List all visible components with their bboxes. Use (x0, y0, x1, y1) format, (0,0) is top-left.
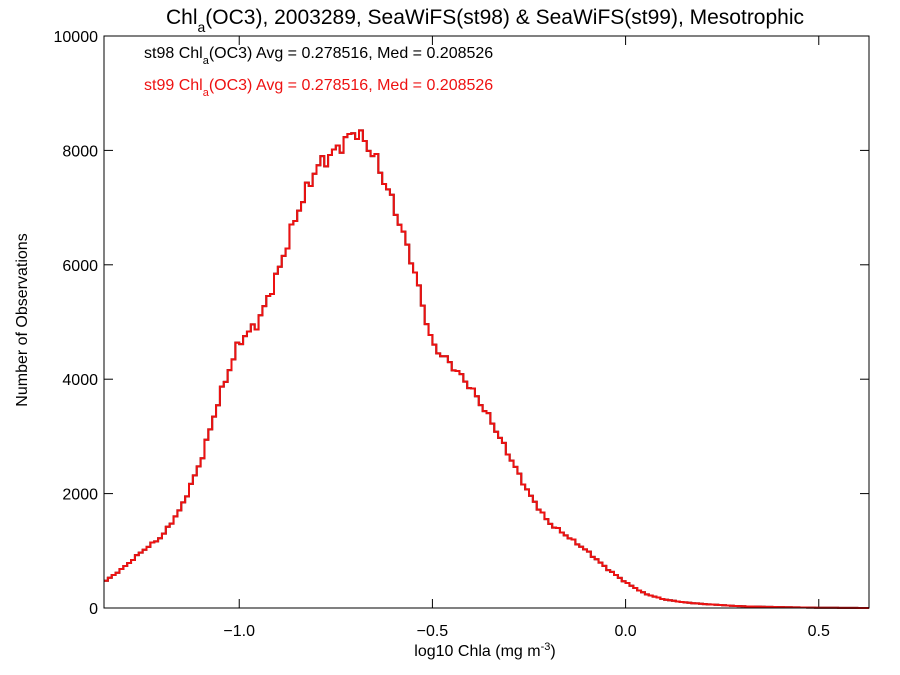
legend-entry-st98: st98 Chla(OC3) Avg = 0.278516, Med = 0.2… (144, 45, 493, 67)
series-st99-histogram (104, 129, 869, 609)
x-axis-label: log10 Chla (mg m-3) (414, 641, 555, 660)
y-tick-label: 4000 (62, 372, 98, 389)
y-tick-label: 8000 (62, 143, 98, 160)
x-tick-label: −1.0 (223, 623, 255, 640)
y-axis-label: Number of Observations (14, 233, 31, 406)
legend-entry-st99: st99 Chla(OC3) Avg = 0.278516, Med = 0.2… (144, 77, 493, 99)
y-tick-label: 6000 (62, 258, 98, 275)
x-tick-label: 0.0 (614, 623, 636, 640)
y-tick-label: 0 (89, 601, 98, 618)
y-tick-label: 2000 (62, 487, 98, 504)
y-tick-label: 10000 (54, 29, 99, 46)
x-tick-label: −0.5 (417, 623, 449, 640)
series-st98-histogram (104, 129, 869, 609)
y-axis-ticks: 0 2000 4000 6000 8000 10000 (54, 29, 869, 618)
x-axis-ticks: −1.0 −0.5 0.0 0.5 (223, 36, 830, 640)
chart-title: Chla(OC3), 2003289, SeaWiFS(st98) & SeaW… (166, 6, 804, 35)
plot-frame (103, 35, 870, 609)
x-tick-label: 0.5 (808, 623, 830, 640)
